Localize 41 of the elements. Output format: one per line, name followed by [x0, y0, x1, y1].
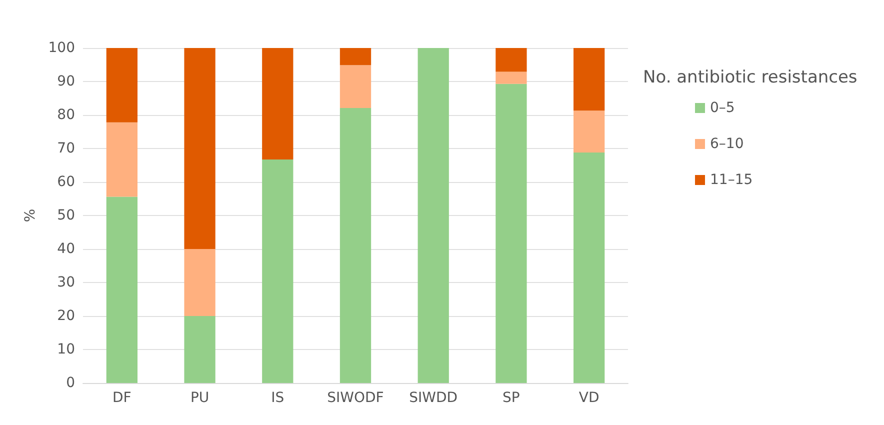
x-tick-label: SIWDD	[409, 390, 458, 406]
bar	[184, 316, 216, 383]
bar	[496, 72, 527, 84]
bar	[106, 196, 138, 383]
x-tick-label: SP	[502, 390, 520, 406]
y-axis-title: %	[22, 208, 38, 222]
bar	[184, 249, 216, 316]
y-tick-label: 20	[57, 308, 75, 324]
y-tick-label: 0	[66, 375, 75, 391]
bar	[340, 48, 372, 66]
legend-label: 11–15	[710, 172, 753, 188]
bar	[574, 152, 605, 383]
x-tick-label: PU	[190, 390, 210, 406]
bar	[106, 122, 138, 197]
bar	[184, 48, 216, 249]
y-tick-label: 40	[57, 241, 75, 257]
bar	[496, 48, 527, 72]
bar	[340, 65, 372, 108]
bar	[106, 48, 138, 122]
y-tick-label: 70	[57, 140, 75, 156]
y-tick-label: 100	[48, 40, 75, 56]
y-tick-label: 10	[57, 342, 75, 358]
x-tick-label: DF	[112, 390, 132, 406]
bar	[262, 48, 294, 160]
y-tick-label: 30	[57, 274, 75, 290]
x-tick-label: VD	[578, 390, 600, 406]
legend-title: No. antibiotic resistances	[643, 68, 858, 88]
legend-label: 0–5	[710, 100, 735, 116]
y-tick-label: 60	[57, 174, 75, 190]
bar	[418, 48, 449, 383]
x-tick-label: IS	[271, 390, 284, 406]
bar	[262, 160, 294, 383]
bar	[574, 110, 605, 153]
y-tick-label: 50	[57, 208, 75, 224]
x-tick-label: SIWODF	[327, 390, 384, 406]
bar	[340, 108, 372, 383]
y-tick-label: 80	[57, 107, 75, 123]
bar	[496, 84, 527, 383]
legend-label: 6–10	[710, 136, 744, 152]
y-tick-label: 90	[57, 74, 75, 90]
bar	[574, 48, 605, 111]
